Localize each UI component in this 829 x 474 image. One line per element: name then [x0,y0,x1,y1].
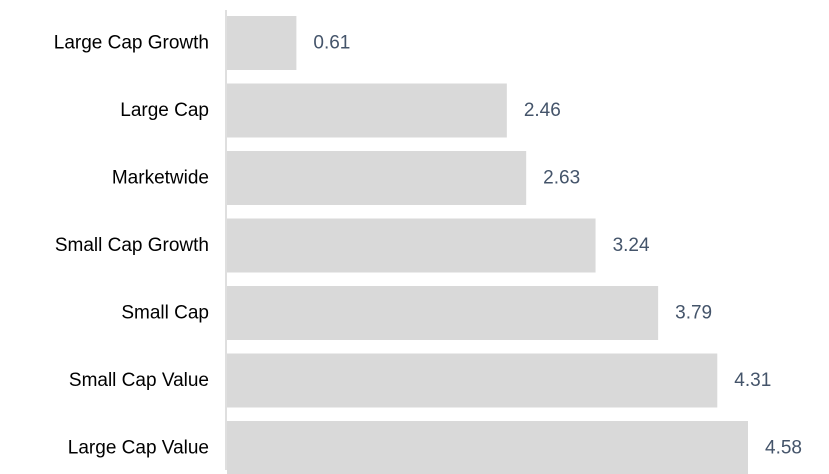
bar-0 [227,16,297,70]
category-label-4: Small Cap [121,303,209,324]
category-label-3: Small Cap Growth [55,235,209,256]
bar-2 [227,151,527,205]
bar-4 [227,286,659,340]
value-label-5: 4.31 [734,370,771,391]
value-label-4: 3.79 [675,303,712,324]
value-label-1: 2.46 [524,100,561,121]
value-label-2: 2.63 [543,168,580,189]
bar-6 [227,421,748,474]
bar-1 [227,83,507,138]
category-label-2: Marketwide [112,168,209,189]
category-labels-group: Large Cap Growth Large Cap Marketwide Small… [54,33,209,459]
bar-5 [227,353,718,408]
category-label-0: Large Cap Growth [54,33,209,54]
value-label-3: 3.24 [613,235,650,256]
category-label-6: Large Cap Value [68,438,209,459]
value-label-0: 0.61 [313,33,350,54]
value-label-6: 4.58 [765,438,802,459]
value-labels-group: 0.61 2.46 2.63 3.24 3.79 4.31 4.58 [313,33,802,459]
bars-group [227,16,748,474]
category-label-5: Small Cap Value [69,370,209,391]
bar-3 [227,218,596,273]
category-label-1: Large Cap [120,100,209,121]
